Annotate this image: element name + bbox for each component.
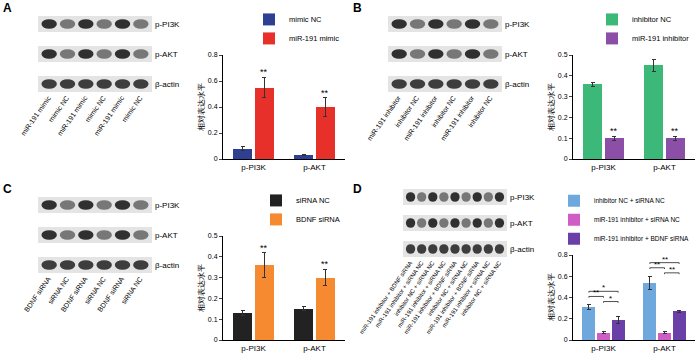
svg-text:**: ** <box>321 88 329 98</box>
svg-text:inhibitor NC + siRNA NC: inhibitor NC + siRNA NC <box>594 197 665 204</box>
svg-text:**: ** <box>610 126 618 136</box>
svg-text:β-actin: β-actin <box>155 261 179 270</box>
svg-text:β-actin: β-actin <box>505 80 529 89</box>
svg-text:0.1: 0.1 <box>208 316 218 323</box>
svg-text:0.3: 0.3 <box>558 93 568 100</box>
svg-text:inhibitor NC: inhibitor NC <box>393 94 421 129</box>
svg-text:BDNF siRNA: BDNF siRNA <box>23 275 52 313</box>
svg-text:0.2: 0.2 <box>208 129 218 136</box>
svg-text:mimic NC: mimic NC <box>289 15 322 24</box>
svg-text:A: A <box>3 1 12 15</box>
svg-text:miR-191 mimic: miR-191 mimic <box>19 94 52 137</box>
svg-text:miR-191 inhibitor + siRNA NC: miR-191 inhibitor + siRNA NC <box>594 216 680 223</box>
svg-text:p-AKT: p-AKT <box>303 163 326 172</box>
svg-text:p-AKT: p-AKT <box>155 231 178 240</box>
svg-text:0: 0 <box>564 336 568 343</box>
svg-text:0.4: 0.4 <box>558 72 568 79</box>
svg-text:p-PI3K: p-PI3K <box>591 163 616 172</box>
svg-text:相对表达水平: 相对表达水平 <box>197 83 206 131</box>
svg-text:p-AKT: p-AKT <box>510 219 533 228</box>
svg-text:0.4: 0.4 <box>208 103 218 110</box>
svg-text:inhibitor NC: inhibitor NC <box>430 94 457 129</box>
svg-text:BDNF siRNA: BDNF siRNA <box>96 275 125 313</box>
svg-text:miR-191 inhibitor + siRNA NC: miR-191 inhibitor + siRNA NC <box>441 260 492 329</box>
svg-text:0.8: 0.8 <box>208 51 218 58</box>
svg-text:siRNA NC: siRNA NC <box>296 196 330 205</box>
svg-text:miR-191 inhibitor + siRNA NC: miR-191 inhibitor + siRNA NC <box>374 260 425 329</box>
svg-text:siRNA NC: siRNA NC <box>46 275 71 306</box>
svg-text:p-PI3K: p-PI3K <box>505 20 530 29</box>
svg-text:p-PI3K: p-PI3K <box>155 20 180 29</box>
svg-text:0.1: 0.1 <box>558 135 568 142</box>
svg-text:0.4: 0.4 <box>208 253 218 260</box>
svg-text:0.2: 0.2 <box>558 315 568 322</box>
svg-text:inhibitor NC: inhibitor NC <box>467 95 494 129</box>
svg-text:C: C <box>3 182 12 196</box>
svg-text:miR-191 inhibitor + BDNF siRNA: miR-191 inhibitor + BDNF siRNA <box>402 260 458 335</box>
svg-text:B: B <box>353 1 362 15</box>
svg-text:**: ** <box>671 126 679 136</box>
svg-text:*: * <box>609 294 612 303</box>
svg-text:0.5: 0.5 <box>558 51 568 58</box>
svg-text:siRNA NC: siRNA NC <box>83 275 107 306</box>
svg-text:inhibitor NC + siRNA NC: inhibitor NC + siRNA NC <box>460 260 503 317</box>
svg-text:相对表达水平: 相对表达水平 <box>547 274 556 322</box>
svg-text:0.6: 0.6 <box>558 273 568 280</box>
svg-text:inhibitor NC + siRNA NC: inhibitor NC + siRNA NC <box>393 260 436 317</box>
svg-text:相对表达水平: 相对表达水平 <box>547 83 556 131</box>
svg-text:miR-191 inhibitor: miR-191 inhibitor <box>366 94 402 142</box>
svg-text:p-PI3K: p-PI3K <box>155 201 180 210</box>
svg-text:miR-191 inhibitor: miR-191 inhibitor <box>439 94 475 142</box>
svg-text:p-PI3K: p-PI3K <box>241 163 266 172</box>
svg-text:*: * <box>602 283 605 292</box>
svg-text:0.2: 0.2 <box>208 295 218 302</box>
svg-text:p-PI3K: p-PI3K <box>591 344 616 353</box>
svg-text:miR-191 inhibitor + BDNF siRNA: miR-191 inhibitor + BDNF siRNA <box>594 235 689 242</box>
svg-text:D: D <box>353 182 362 196</box>
svg-text:siRNA NC: siRNA NC <box>120 276 144 306</box>
svg-text:mimic NC: mimic NC <box>47 94 71 124</box>
svg-text:inhibitor NC: inhibitor NC <box>632 15 672 24</box>
svg-text:p-AKT: p-AKT <box>303 344 326 353</box>
svg-text:0.6: 0.6 <box>208 77 218 84</box>
svg-text:BDNF siRNA: BDNF siRNA <box>296 215 340 224</box>
svg-text:miR-191 mimic: miR-191 mimic <box>56 94 89 137</box>
svg-text:0: 0 <box>564 155 568 162</box>
svg-text:p-AKT: p-AKT <box>653 163 676 172</box>
svg-text:BDNF siRNA: BDNF siRNA <box>59 275 88 313</box>
svg-text:inhibitor NC + siRNA NC: inhibitor NC + siRNA NC <box>426 260 469 317</box>
svg-text:p-PI3K: p-PI3K <box>241 344 266 353</box>
svg-text:**: ** <box>593 288 599 297</box>
svg-text:miR-191 mimic: miR-191 mimic <box>93 94 126 137</box>
svg-text:p-AKT: p-AKT <box>505 50 528 59</box>
svg-text:**: ** <box>662 255 668 264</box>
svg-text:0.3: 0.3 <box>208 274 218 281</box>
svg-text:p-AKT: p-AKT <box>653 344 676 353</box>
svg-text:**: ** <box>260 67 268 77</box>
svg-text:miR-191 inhibitor: miR-191 inhibitor <box>403 94 439 142</box>
svg-text:**: ** <box>260 243 268 253</box>
svg-text:0.8: 0.8 <box>558 251 568 258</box>
svg-text:mimic NC: mimic NC <box>121 95 144 124</box>
svg-text:p-PI3K: p-PI3K <box>510 193 535 202</box>
svg-text:0.4: 0.4 <box>558 294 568 301</box>
svg-text:0.2: 0.2 <box>558 114 568 121</box>
svg-text:**: ** <box>321 259 329 269</box>
svg-text:0: 0 <box>214 336 218 343</box>
svg-text:miR-191 inhibitor + BDNF siRNA: miR-191 inhibitor + BDNF siRNA <box>358 260 414 335</box>
svg-text:miR-191 inhibitor: miR-191 inhibitor <box>632 34 689 43</box>
svg-text:0.5: 0.5 <box>208 232 218 239</box>
svg-text:**: ** <box>669 265 675 274</box>
svg-text:0: 0 <box>214 155 218 162</box>
svg-text:mimic NC: mimic NC <box>83 94 107 124</box>
svg-text:**: ** <box>654 260 660 269</box>
svg-text:相对表达水平: 相对表达水平 <box>197 264 206 312</box>
svg-text:β-actin: β-actin <box>510 245 534 254</box>
svg-text:p-AKT: p-AKT <box>155 50 178 59</box>
svg-text:β-actin: β-actin <box>155 80 179 89</box>
svg-text:miR-191 mimic: miR-191 mimic <box>289 34 339 43</box>
